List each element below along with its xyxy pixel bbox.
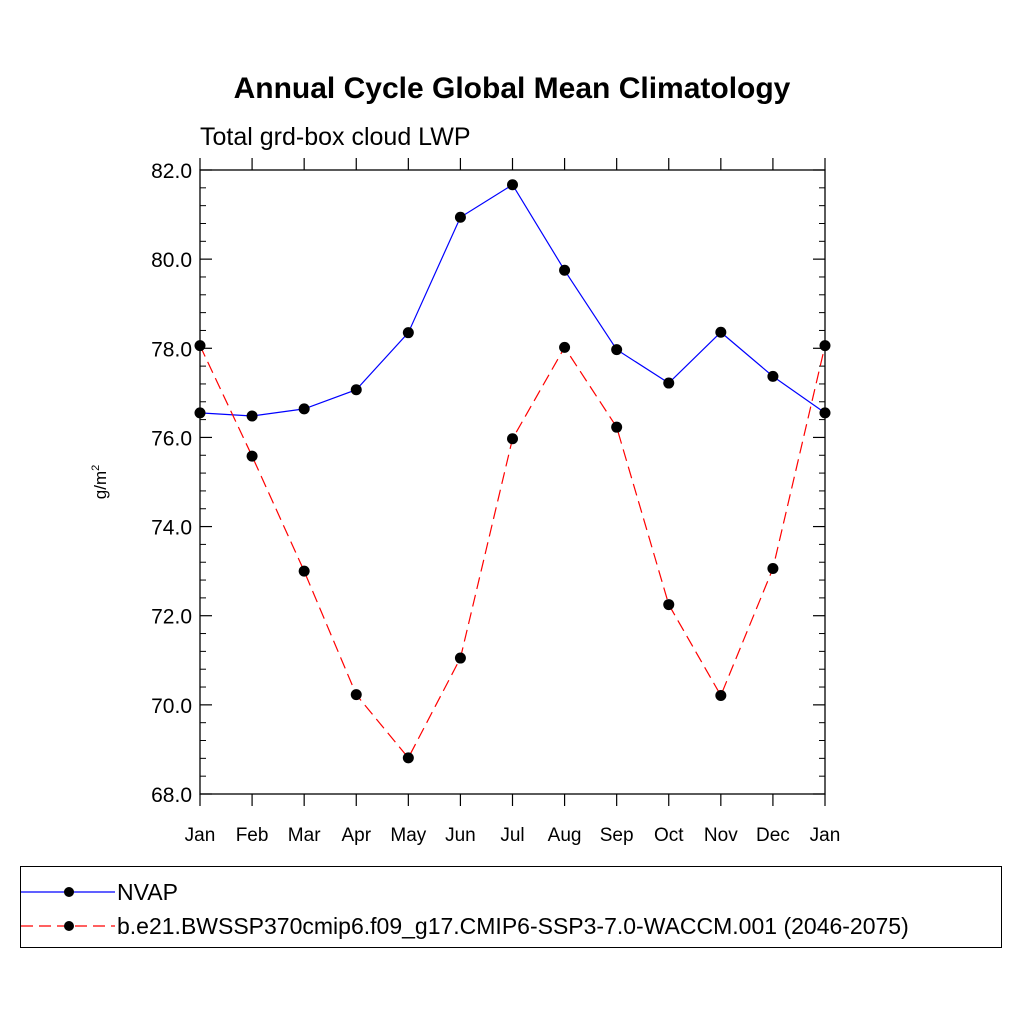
x-tick-label: Oct [654,825,684,846]
y-tick-label: 82.0 [151,160,192,183]
data-point [715,326,727,338]
data-point [194,407,206,419]
series-layer [194,179,831,764]
data-point [350,689,362,701]
series-1 [194,340,831,764]
data-point [402,327,414,339]
data-point [611,421,623,433]
x-tick-label: May [390,825,426,846]
plot-frame [199,169,826,795]
y-tick-label: 78.0 [151,338,192,361]
legend-label-nvap: NVAP [117,879,178,905]
y-tick-label: 72.0 [151,606,192,629]
data-point [454,652,466,664]
data-point [350,384,362,396]
x-tick-label: Sep [600,825,634,846]
data-point [246,450,258,462]
legend-entry-model: b.e21.BWSSP370cmip6.f09_g17.CMIP6-SSP3-7… [21,911,1001,941]
data-point [507,433,518,445]
y-tick-label: 76.0 [151,427,192,450]
x-tick-label: Aug [548,825,582,846]
chart-subtitle: Total grd-box cloud LWP [200,123,471,151]
y-tick-label: 68.0 [151,784,192,807]
x-tick-label: Apr [341,825,371,846]
legend-swatch-model [21,921,115,931]
legend-entry-nvap: NVAP [21,877,1001,907]
legend: NVAP b.e21.BWSSP370cmip6.f09_g17.CMIP6-S… [20,866,1002,948]
data-point [559,341,571,353]
series-0 [194,179,831,422]
data-point [767,370,779,382]
y-tick-label: 70.0 [151,695,192,718]
series-line-0 [199,183,826,417]
x-tick-labels: Jan Feb Mar Apr May Jun Jul Aug Sep Oct Nov Dec Jan [185,825,841,846]
data-point [819,407,831,419]
y-axis-label: g/m2 [90,465,110,499]
x-tick-label: Jul [500,825,524,846]
data-point [715,689,727,701]
data-point [298,565,310,577]
x-tick-label: Jan [185,825,216,846]
x-tick-label: Feb [236,825,269,846]
x-tick-label: Nov [704,825,738,846]
y-tick-labels: 68.0 70.0 72.0 74.0 76.0 78.0 80.0 82.0 [151,160,192,807]
data-point [819,340,831,352]
data-point [454,211,466,223]
data-point [767,562,779,574]
tick-marks [199,158,826,806]
y-tick-label: 74.0 [151,517,192,540]
data-point [663,599,675,611]
x-tick-label: Jan [810,825,841,846]
y-axis-label-unit: g/m [91,471,110,499]
legend-swatch-nvap [21,887,115,897]
data-point [194,340,206,352]
y-axis-label-exponent: 2 [90,465,102,471]
data-point [663,377,675,389]
legend-label-model: b.e21.BWSSP370cmip6.f09_g17.CMIP6-SSP3-7… [117,913,909,939]
chart-title: Annual Cycle Global Mean Climatology [234,72,791,105]
data-point [611,344,623,356]
data-point [246,410,258,422]
data-point [559,264,571,276]
x-tick-label: Dec [756,825,790,846]
x-tick-label: Mar [288,825,321,846]
data-point [507,179,518,191]
y-tick-label: 80.0 [151,249,192,272]
x-tick-label: Jun [445,825,476,846]
data-point [298,403,310,415]
data-point [402,752,414,764]
series-line-1 [199,345,826,759]
